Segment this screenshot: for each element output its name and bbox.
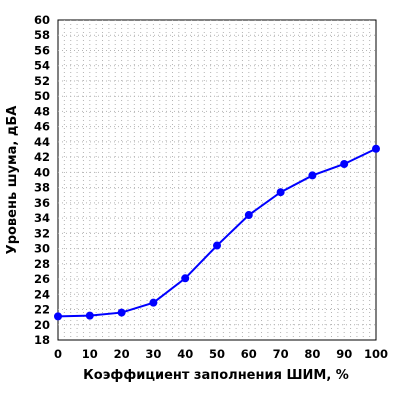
x-tick-label: 50 <box>209 347 225 361</box>
data-point <box>372 144 380 153</box>
data-point <box>340 160 349 168</box>
data-point <box>149 298 158 307</box>
y-tick-label: 58 <box>34 28 50 42</box>
x-tick-label: 100 <box>364 347 388 361</box>
y-tick-label: 60 <box>34 13 50 27</box>
data-point <box>308 171 317 180</box>
y-tick-label: 46 <box>34 120 50 134</box>
x-tick-label: 10 <box>82 347 98 361</box>
x-tick-label: 30 <box>145 347 161 361</box>
data-point <box>244 211 253 220</box>
data-point <box>181 274 190 283</box>
x-tick-label: 40 <box>177 347 193 361</box>
y-tick-label: 42 <box>34 150 50 164</box>
x-axis-ticks: 0 10 20 30 40 50 60 70 80 90 100 <box>54 347 388 361</box>
y-tick-label: 44 <box>34 135 50 149</box>
y-tick-label: 34 <box>34 211 50 225</box>
y-tick-label: 38 <box>34 181 50 195</box>
y-axis-title: Уровень шума, дБА <box>5 106 20 255</box>
y-tick-label: 18 <box>34 333 50 347</box>
data-point <box>213 241 221 250</box>
series-layer <box>54 144 380 321</box>
data-point <box>54 312 62 321</box>
y-tick-label: 54 <box>34 59 50 73</box>
y-tick-label: 24 <box>34 287 50 301</box>
y-tick-label: 30 <box>34 242 50 256</box>
x-tick-label: 60 <box>241 347 257 361</box>
x-tick-label: 70 <box>273 347 289 361</box>
y-tick-label: 50 <box>34 89 50 103</box>
data-point <box>276 188 285 197</box>
y-tick-label: 40 <box>34 165 50 179</box>
x-tick-label: 0 <box>54 347 62 361</box>
x-tick-label: 20 <box>114 347 130 361</box>
y-tick-label: 52 <box>34 74 50 88</box>
data-point <box>85 311 94 320</box>
y-tick-label: 48 <box>34 104 50 118</box>
y-tick-label: 22 <box>34 303 50 317</box>
y-tick-label: 20 <box>34 318 50 332</box>
y-tick-label: 26 <box>34 272 50 286</box>
y-tick-label: 36 <box>34 196 50 210</box>
y-tick-label: 56 <box>34 43 50 57</box>
x-tick-label: 80 <box>304 347 320 361</box>
y-tick-label: 32 <box>34 226 50 240</box>
data-point <box>117 308 126 317</box>
grid <box>58 20 376 340</box>
x-tick-label: 90 <box>336 347 352 361</box>
x-axis-title: Коэффициент заполнения ШИМ, % <box>83 368 349 383</box>
y-tick-label: 28 <box>34 257 50 271</box>
